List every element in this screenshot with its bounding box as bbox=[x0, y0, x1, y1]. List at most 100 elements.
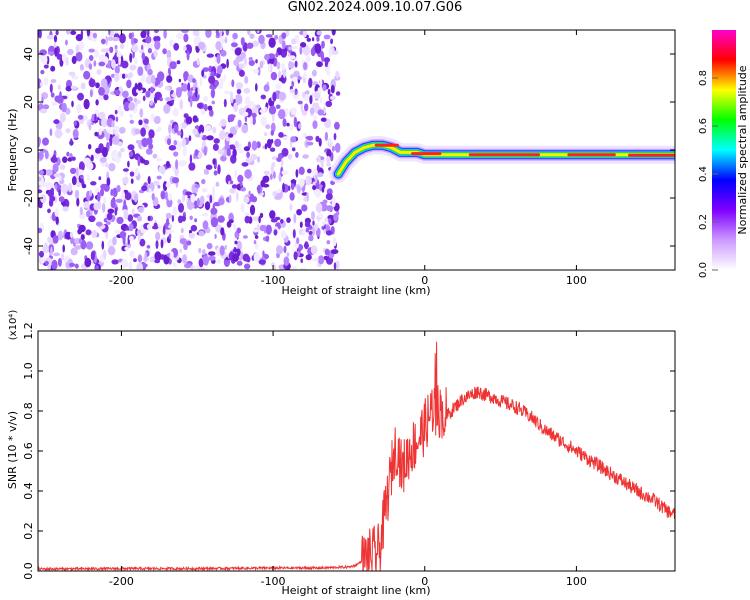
noise-speckle bbox=[211, 192, 216, 203]
noise-speckle bbox=[171, 215, 175, 222]
noise-speckle bbox=[194, 184, 200, 189]
noise-speckle bbox=[289, 192, 295, 201]
noise-speckle bbox=[312, 168, 318, 177]
noise-speckle bbox=[198, 247, 202, 254]
noise-speckle bbox=[301, 204, 308, 212]
noise-speckle bbox=[188, 203, 195, 209]
noise-speckle bbox=[163, 254, 170, 265]
noise-speckle bbox=[137, 156, 141, 167]
noise-speckle bbox=[80, 234, 85, 241]
noise-speckle bbox=[275, 104, 281, 110]
noise-speckle bbox=[317, 255, 325, 265]
noise-speckle bbox=[303, 132, 307, 138]
snr-line bbox=[38, 341, 675, 571]
noise-speckle bbox=[145, 90, 151, 98]
noise-speckle bbox=[294, 90, 298, 96]
noise-speckle bbox=[71, 176, 77, 186]
noise-speckle bbox=[226, 58, 229, 69]
noise-speckle bbox=[128, 151, 134, 157]
noise-speckle bbox=[79, 64, 84, 71]
noise-speckle bbox=[120, 110, 124, 118]
noise-speckle bbox=[215, 224, 222, 233]
noise-speckle bbox=[234, 140, 239, 148]
noise-speckle bbox=[309, 95, 313, 105]
noise-speckle bbox=[98, 86, 105, 96]
noise-speckle bbox=[278, 77, 285, 82]
noise-speckle bbox=[157, 184, 161, 189]
noise-speckle bbox=[240, 187, 246, 192]
noise-speckle bbox=[304, 221, 311, 228]
noise-speckle bbox=[137, 206, 144, 213]
noise-speckle bbox=[70, 30, 77, 35]
noise-speckle bbox=[331, 197, 336, 208]
noise-speckle bbox=[142, 95, 146, 102]
noise-speckle bbox=[252, 216, 260, 222]
noise-speckle bbox=[95, 147, 102, 154]
noise-speckle bbox=[183, 33, 189, 43]
noise-speckle bbox=[287, 153, 293, 160]
noise-speckle bbox=[253, 68, 259, 74]
noise-speckle bbox=[107, 208, 115, 214]
noise-speckle bbox=[140, 30, 147, 39]
noise-speckle bbox=[324, 131, 328, 141]
noise-speckle bbox=[140, 158, 146, 164]
noise-speckle bbox=[67, 48, 74, 56]
noise-speckle bbox=[295, 151, 299, 158]
noise-speckle bbox=[240, 203, 245, 213]
noise-speckle bbox=[213, 170, 218, 176]
noise-speckle bbox=[154, 40, 161, 50]
noise-speckle bbox=[85, 229, 92, 236]
noise-speckle bbox=[115, 198, 123, 203]
noise-speckle bbox=[113, 89, 121, 96]
noise-speckle bbox=[155, 231, 161, 241]
noise-speckle bbox=[185, 191, 193, 196]
noise-speckle bbox=[264, 53, 270, 61]
noise-speckle bbox=[202, 220, 209, 230]
noise-speckle bbox=[111, 120, 115, 128]
noise-speckle bbox=[219, 245, 225, 256]
noise-speckle bbox=[201, 178, 206, 185]
noise-speckle bbox=[211, 100, 216, 105]
noise-speckle bbox=[127, 160, 130, 168]
noise-speckle bbox=[202, 212, 209, 217]
noise-speckle bbox=[141, 185, 148, 192]
noise-speckle bbox=[212, 143, 219, 151]
noise-speckle bbox=[265, 34, 273, 38]
noise-speckle bbox=[49, 128, 53, 136]
noise-speckle bbox=[283, 69, 286, 78]
noise-speckle bbox=[188, 162, 196, 171]
noise-speckle bbox=[53, 119, 60, 124]
noise-speckle bbox=[289, 88, 294, 94]
noise-speckle bbox=[59, 164, 66, 170]
noise-speckle bbox=[106, 177, 111, 187]
noise-speckle bbox=[88, 78, 96, 88]
noise-speckle bbox=[194, 218, 198, 223]
noise-speckle bbox=[166, 217, 170, 227]
noise-speckle bbox=[90, 181, 97, 186]
noise-speckle bbox=[282, 182, 285, 193]
noise-speckle bbox=[91, 230, 98, 238]
noise-speckle bbox=[235, 82, 243, 90]
noise-speckle bbox=[139, 108, 144, 118]
noise-speckle bbox=[83, 201, 90, 209]
noise-speckle bbox=[201, 188, 208, 193]
noise-speckle bbox=[157, 126, 162, 132]
noise-speckle bbox=[270, 71, 278, 81]
noise-speckle bbox=[324, 60, 329, 68]
noise-speckle bbox=[255, 59, 258, 64]
noise-speckle bbox=[183, 46, 187, 52]
noise-speckle bbox=[42, 244, 49, 254]
noise-speckle bbox=[265, 124, 271, 130]
noise-speckle bbox=[300, 258, 304, 264]
noise-speckle bbox=[189, 215, 193, 220]
noise-speckle bbox=[38, 176, 42, 182]
y-tick-label: 0.6 bbox=[22, 442, 35, 460]
noise-speckle bbox=[98, 61, 106, 67]
noise-speckle bbox=[216, 65, 223, 75]
y-tick-label: 0.8 bbox=[22, 402, 35, 420]
noise-speckle bbox=[274, 138, 282, 147]
noise-speckle bbox=[305, 254, 312, 261]
noise-speckle bbox=[162, 48, 167, 55]
noise-speckle bbox=[149, 86, 154, 94]
